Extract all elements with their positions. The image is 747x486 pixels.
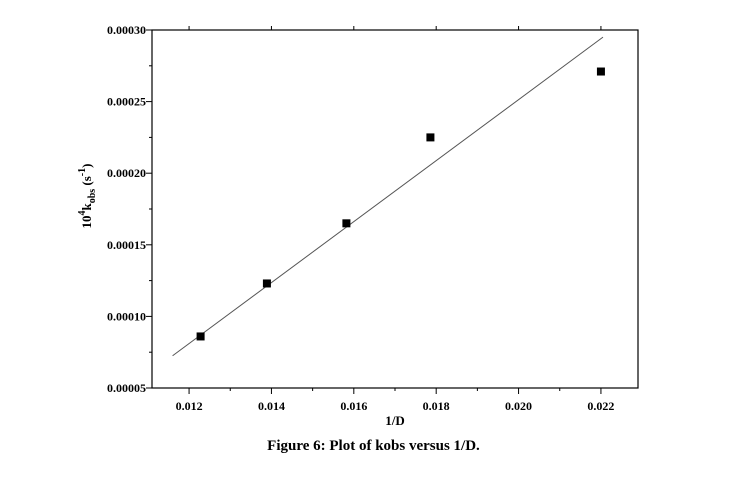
fit-line-group <box>172 36 604 357</box>
y-tick-label: 0.00030 <box>107 23 146 37</box>
fit-line <box>172 36 604 357</box>
y-tick-label: 0.00015 <box>107 238 146 252</box>
x-tick-label: 0.020 <box>505 399 532 413</box>
x-tick-label: 0.022 <box>587 399 614 413</box>
axis-ticks: 0.012 0.014 0.016 0.018 0.020 0.022 0.00005 0.0… <box>107 23 614 413</box>
axes-frame <box>151 29 639 389</box>
y-axis-title-unit-sup: -1 <box>77 168 88 176</box>
data-point <box>262 279 271 288</box>
data-point <box>596 67 605 76</box>
y-axis-title-unit-open: (s <box>79 176 94 189</box>
figure-caption: Figure 6: Plot of kobs versus 1/D. <box>267 438 480 454</box>
y-axis-title-unit-close: ) <box>79 163 94 167</box>
y-axis-title: 104kobs (s-1) <box>77 163 98 228</box>
y-tick-label: 0.00025 <box>107 95 146 109</box>
x-axis-title: 1/D <box>385 413 405 428</box>
x-tick-label: 0.018 <box>423 399 450 413</box>
data-point <box>342 219 351 228</box>
y-axis-title-sup: 4 <box>77 211 88 216</box>
y-tick-label: 0.00010 <box>107 309 146 323</box>
x-tick-label: 0.016 <box>340 399 367 413</box>
x-tick-label: 0.012 <box>176 399 203 413</box>
data-point <box>196 332 205 341</box>
data-point <box>426 133 435 142</box>
y-axis-title-k: k <box>79 203 94 211</box>
y-axis-title-base: 10 <box>79 216 94 229</box>
y-tick-label: 0.00005 <box>107 381 146 395</box>
y-axis-title-sub: obs <box>87 189 98 204</box>
data-points <box>196 67 605 341</box>
x-tick-label: 0.014 <box>258 399 285 413</box>
y-tick-label: 0.00020 <box>107 166 146 180</box>
plot-frame <box>151 29 639 389</box>
